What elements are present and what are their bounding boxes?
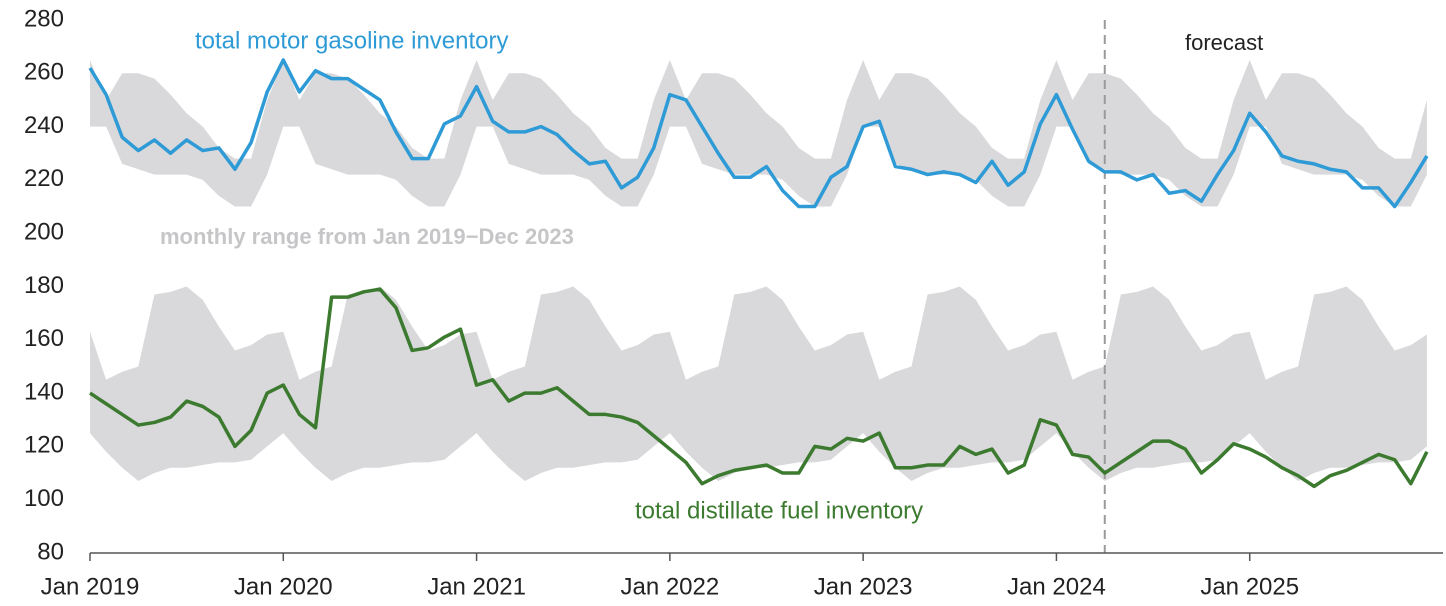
series-line [88, 58, 1429, 209]
x-tick-label: Jan 2022 [620, 573, 719, 600]
y-tick-label: 80 [37, 538, 64, 565]
y-tick-label: 220 [24, 165, 64, 192]
x-tick-label: Jan 2024 [1007, 573, 1106, 600]
series-line [89, 287, 1429, 489]
y-tick-label: 240 [24, 112, 64, 139]
range-band [90, 59, 1427, 207]
y-tick-label: 160 [24, 325, 64, 352]
x-tick-label: Jan 2025 [1200, 573, 1299, 600]
x-tick-label: Jan 2023 [814, 573, 913, 600]
y-tick-label: 180 [24, 272, 64, 299]
series-label: total motor gasoline inventory [195, 27, 509, 54]
range-label: monthly range from Jan 2019−Dec 2023 [160, 224, 574, 249]
series-label: total distillate fuel inventory [635, 497, 923, 524]
x-tick-label: Jan 2019 [41, 573, 140, 600]
forecast-label: forecast [1185, 30, 1263, 55]
y-tick-label: 260 [24, 59, 64, 86]
x-tick-label: Jan 2020 [234, 573, 333, 600]
y-tick-label: 140 [24, 378, 64, 405]
y-tick-label: 200 [24, 219, 64, 246]
y-tick-label: 280 [24, 5, 64, 32]
range-band [90, 286, 1427, 482]
y-tick-label: 100 [24, 485, 64, 512]
y-tick-label: 120 [24, 432, 64, 459]
x-tick-label: Jan 2021 [427, 573, 526, 600]
plot: total motor gasoline inventory total dist… [24, 5, 1443, 600]
